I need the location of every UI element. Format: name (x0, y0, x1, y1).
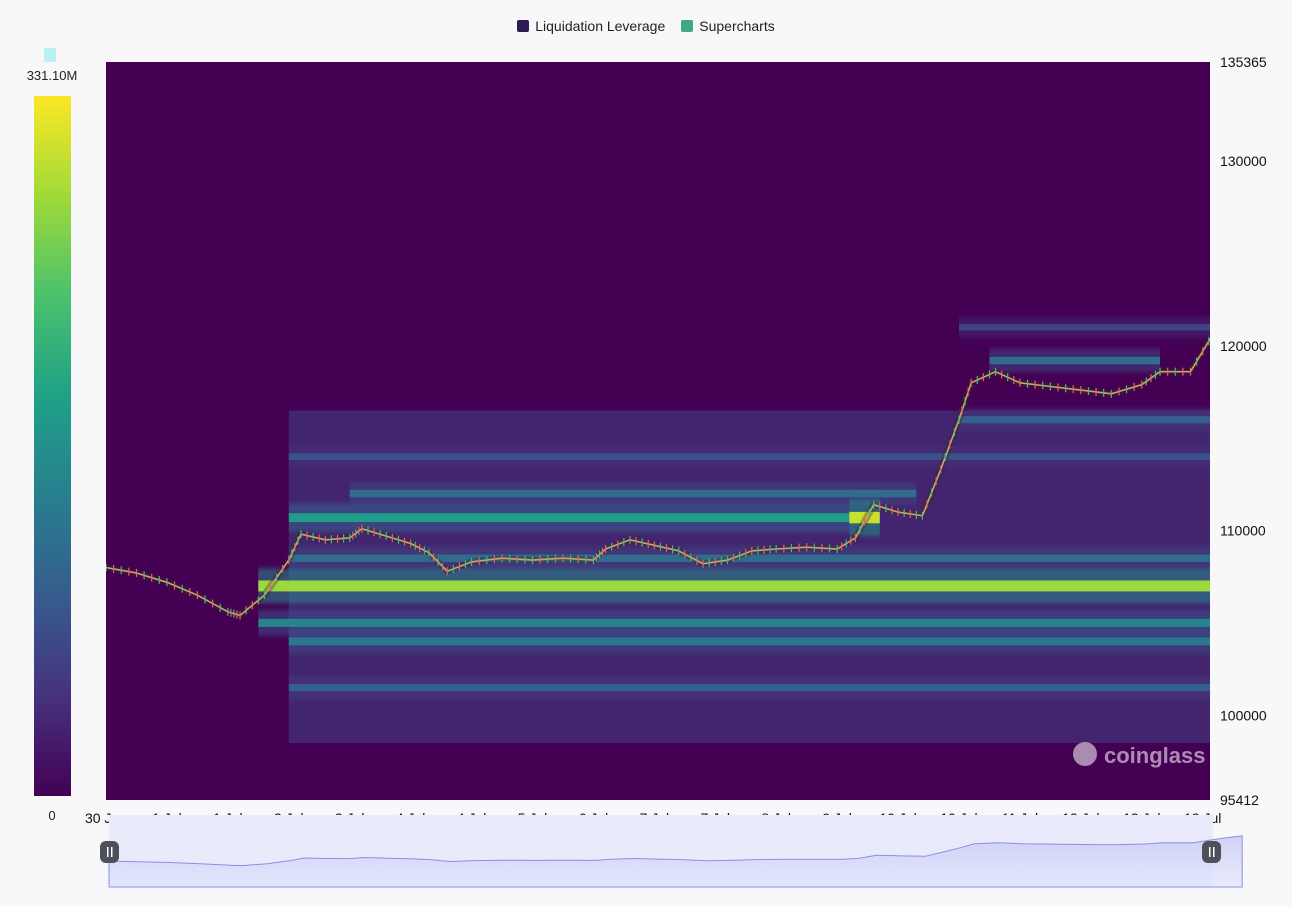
legend-item-liquidation-leverage[interactable]: Liquidation Leverage (517, 18, 665, 34)
y-tick-label: 135365 (1220, 54, 1267, 70)
liquidation-band (288, 554, 1210, 562)
colorbar-max-label: 331.10M (26, 68, 78, 83)
colorbar-gradient[interactable] (34, 96, 71, 796)
liquidation-band (288, 637, 1210, 646)
range-navigator[interactable] (100, 815, 1243, 888)
colorbar-min-label: 0 (48, 808, 56, 823)
y-tick-label: 110000 (1220, 523, 1266, 539)
legend-label-liquidation-leverage: Liquidation Leverage (535, 18, 666, 34)
navigator-area (108, 835, 1243, 888)
liquidation-band (958, 416, 1210, 424)
liquidation-band (258, 618, 1210, 627)
legend-swatch-liquidation-leverage (517, 20, 530, 32)
watermark-text: coinglass (1104, 743, 1205, 768)
legend-item-supercharts[interactable]: Supercharts (681, 18, 775, 34)
y-tick-label: 95412 (1220, 792, 1259, 808)
watermark-logo: coinglass (1073, 742, 1205, 768)
liquidation-band (349, 489, 917, 498)
liquidation-band (288, 683, 1210, 692)
colorbar-top-handle[interactable] (44, 48, 56, 62)
price-series (106, 332, 1210, 620)
y-axis: 95412 100000 110000 120000 130000 135365 (1220, 54, 1267, 808)
liquidation-band (958, 324, 1210, 331)
liquidation-band (258, 580, 1210, 592)
legend-swatch-supercharts (681, 20, 694, 32)
legend-label-supercharts: Supercharts (699, 18, 775, 34)
coinglass-logo-icon (1073, 742, 1097, 766)
navigator-left-handle[interactable] (100, 841, 119, 863)
y-tick-label: 120000 (1220, 338, 1267, 354)
liquidation-band (288, 453, 1210, 461)
y-tick-label: 100000 (1220, 707, 1267, 723)
legend: Liquidation Leverage Supercharts (0, 18, 1292, 34)
y-tick-label: 130000 (1220, 153, 1267, 169)
navigator-right-handle[interactable] (1202, 841, 1221, 863)
liquidation-bands (258, 317, 1210, 743)
liquidation-band (288, 513, 850, 523)
liquidation-band (989, 356, 1161, 365)
